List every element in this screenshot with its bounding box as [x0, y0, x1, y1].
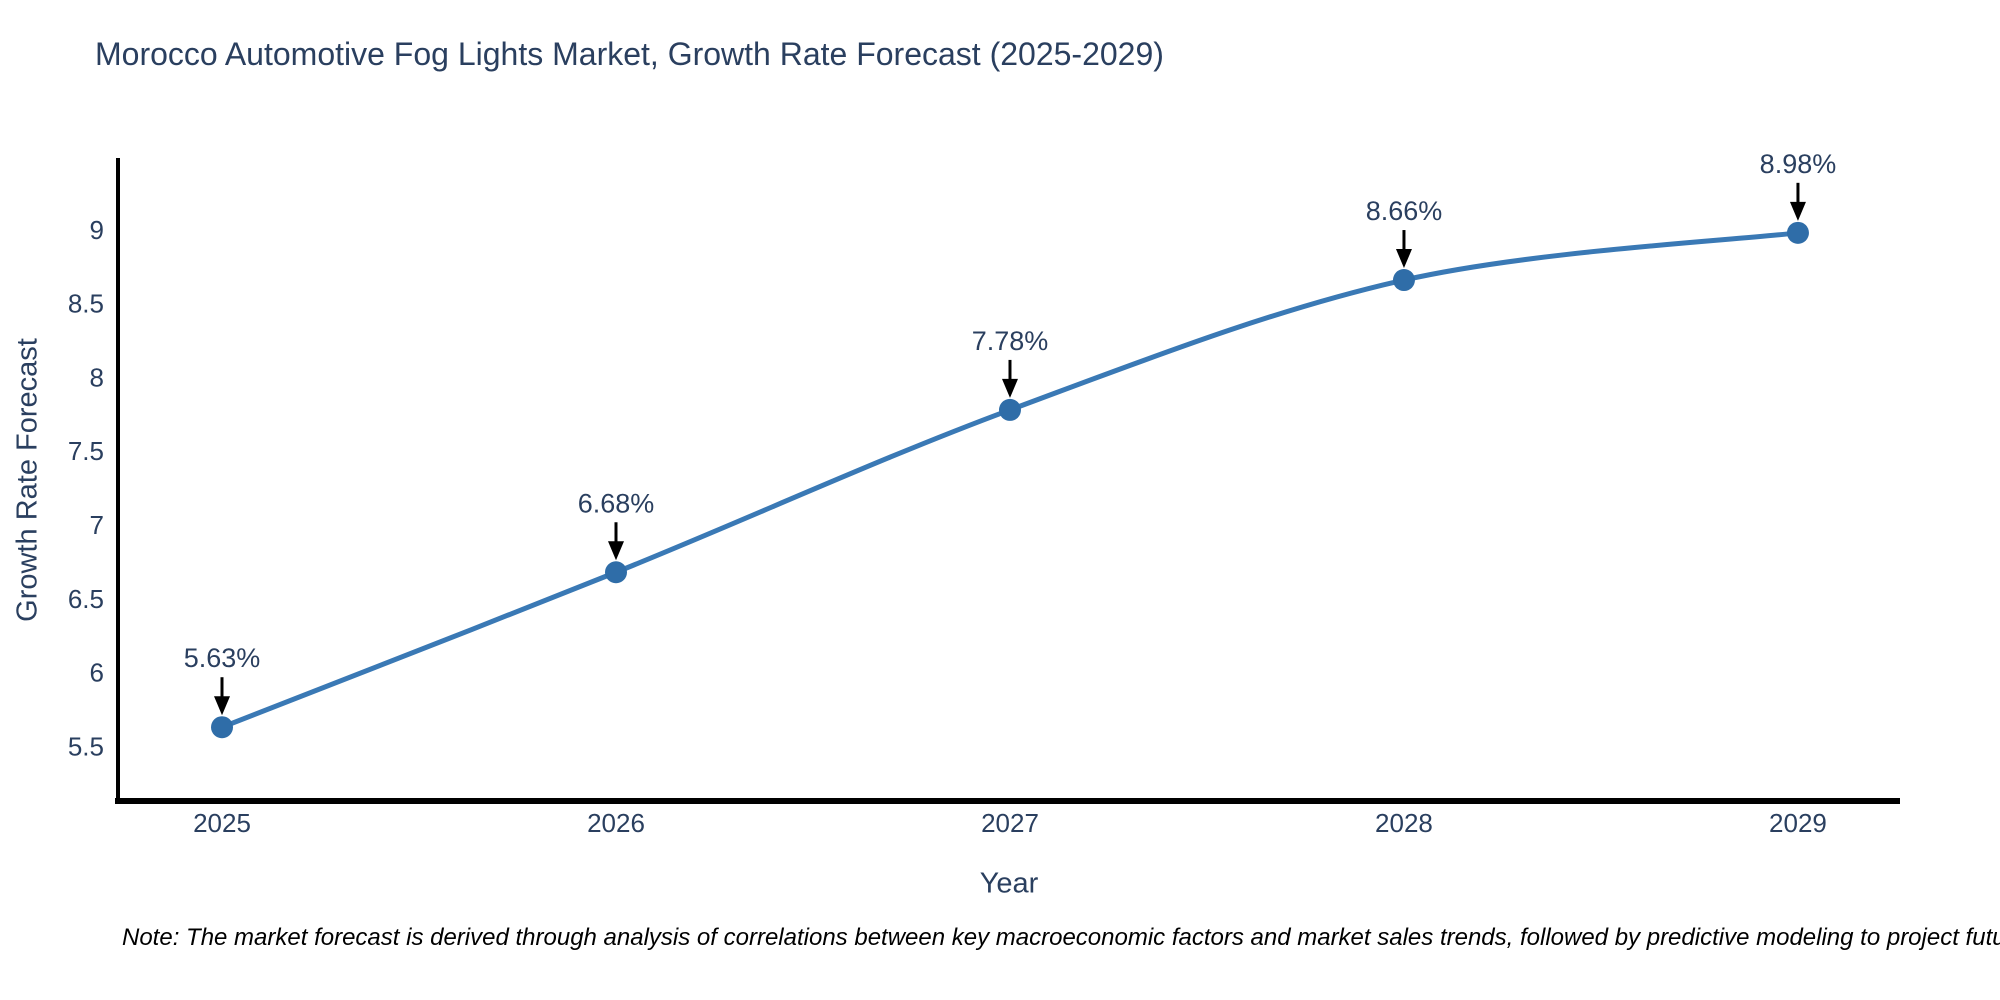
x-tick-label: 2028 — [1375, 808, 1433, 838]
data-point-marker[interactable] — [211, 716, 234, 739]
x-tick-label: 2025 — [193, 808, 251, 838]
y-tick-label: 8 — [90, 362, 104, 392]
data-point-label: 8.66% — [1366, 196, 1443, 226]
x-tick-label: 2029 — [1769, 808, 1827, 838]
y-tick-label: 6 — [90, 658, 104, 688]
x-axis-title: Year — [979, 867, 1039, 900]
y-tick-label: 5.5 — [68, 731, 104, 761]
y-tick-label: 7 — [90, 510, 104, 540]
x-tick-label: 2026 — [587, 808, 645, 838]
trend-line — [219, 230, 1801, 730]
footnote: Note: The market forecast is derived thr… — [122, 924, 2000, 951]
y-tick-label: 8.5 — [68, 289, 104, 319]
annotation-arrow-head — [1001, 378, 1018, 398]
data-point-label: 5.63% — [184, 643, 261, 673]
data-point-marker[interactable] — [604, 561, 627, 584]
annotation-arrow-head — [607, 541, 624, 561]
data-point-label: 8.98% — [1760, 149, 1837, 179]
x-tick-label: 2027 — [981, 808, 1039, 838]
data-point-marker[interactable] — [998, 398, 1021, 421]
annotation-arrow-head — [214, 696, 231, 716]
y-tick-label: 7.5 — [68, 436, 104, 466]
y-tick-label: 6.5 — [68, 584, 104, 614]
annotation-arrow-head — [1789, 201, 1806, 221]
y-tick-label: 9 — [90, 215, 104, 245]
data-point-label: 6.68% — [578, 488, 655, 518]
data-point-marker[interactable] — [1786, 221, 1809, 244]
annotation-arrow-head — [1395, 249, 1412, 269]
chart-title: Morocco Automotive Fog Lights Market, Gr… — [95, 36, 1164, 72]
data-point-marker[interactable] — [1392, 269, 1415, 292]
data-point-label: 7.78% — [972, 326, 1049, 356]
